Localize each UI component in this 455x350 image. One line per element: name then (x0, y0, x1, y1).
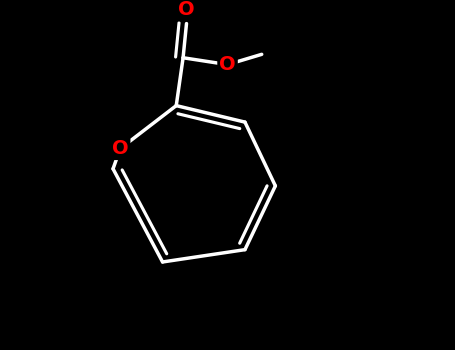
Text: O: O (112, 139, 128, 158)
Text: O: O (219, 55, 236, 74)
Text: O: O (178, 0, 195, 19)
